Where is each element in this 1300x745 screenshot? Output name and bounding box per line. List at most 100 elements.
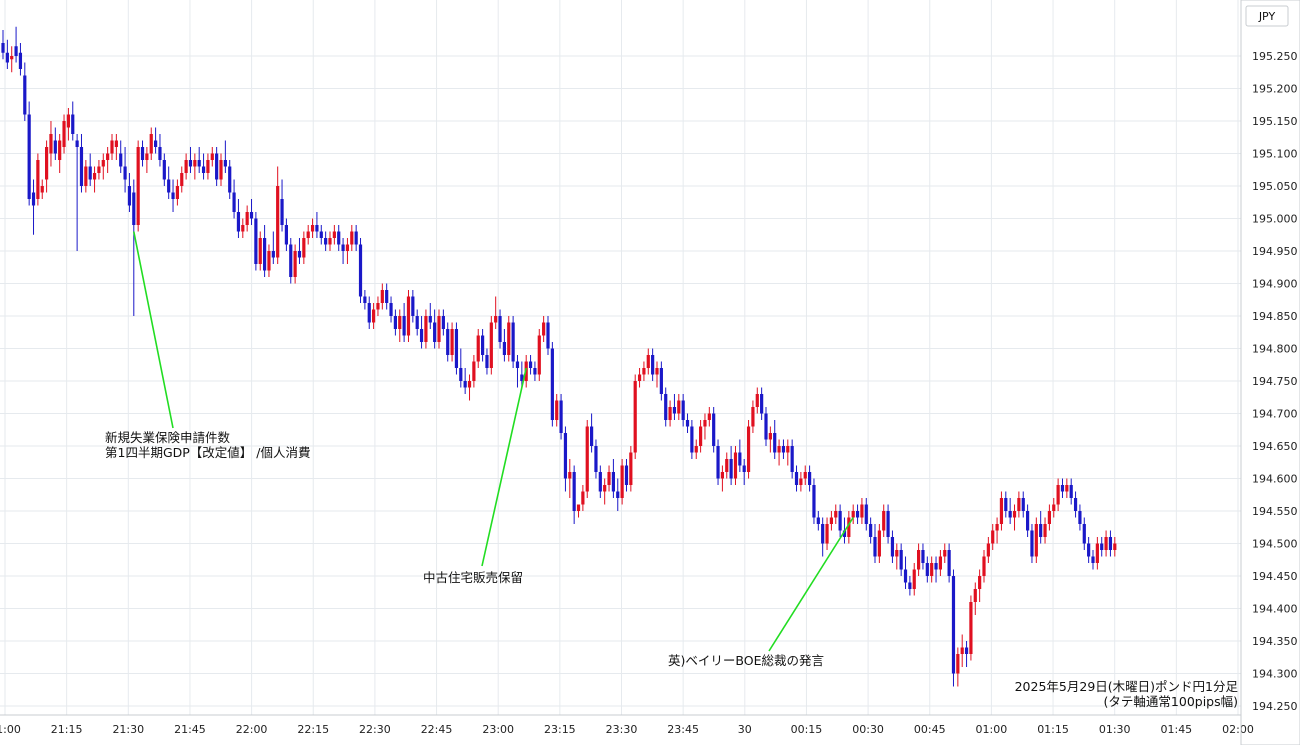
candle-body xyxy=(585,426,589,492)
candle xyxy=(389,296,393,323)
candle-body xyxy=(568,472,572,479)
candle-body xyxy=(132,192,136,225)
candle xyxy=(132,179,136,316)
candle-body xyxy=(223,160,227,167)
candle-body xyxy=(71,114,75,134)
candle xyxy=(114,134,118,160)
candle xyxy=(406,290,411,342)
candle-body xyxy=(537,335,541,375)
candle-body xyxy=(40,186,44,193)
candle xyxy=(297,238,302,264)
candle-body xyxy=(620,465,624,498)
candle-body xyxy=(576,504,581,511)
candle xyxy=(454,322,459,375)
candle xyxy=(337,225,341,251)
price-tick-label: 194.600 xyxy=(1252,473,1298,486)
price-tick-label: 194.450 xyxy=(1252,570,1298,583)
candle-body xyxy=(694,446,698,453)
candle xyxy=(136,140,140,232)
candle xyxy=(1008,498,1012,524)
candle-body xyxy=(406,296,411,336)
candle-body xyxy=(903,569,908,583)
candle-body xyxy=(947,550,951,576)
annotation-label: 中古住宅販売保留 xyxy=(423,570,523,585)
candle xyxy=(991,524,995,550)
candle-body xyxy=(376,303,380,310)
candle-body xyxy=(563,433,568,479)
candle-body xyxy=(938,556,942,570)
candle-body xyxy=(293,251,297,277)
candle xyxy=(1065,478,1069,498)
candle-body xyxy=(467,381,472,388)
annotation-pointer-line xyxy=(481,367,527,567)
candle xyxy=(646,348,650,375)
candle-body xyxy=(690,426,694,453)
candle xyxy=(943,543,947,563)
candle-body xyxy=(751,407,755,427)
candle-body xyxy=(119,153,123,167)
candle-body xyxy=(398,316,402,329)
candle xyxy=(62,114,66,154)
candle-body xyxy=(350,231,354,245)
candle xyxy=(293,244,297,284)
candle xyxy=(71,101,75,141)
candles xyxy=(1,26,1117,687)
candle-body xyxy=(162,160,166,180)
currency-badge xyxy=(1245,5,1289,27)
candle xyxy=(751,400,755,433)
candle-body xyxy=(1052,504,1056,511)
candle xyxy=(45,140,49,193)
candle-body xyxy=(790,446,794,472)
candle xyxy=(476,329,480,368)
candle xyxy=(528,355,533,375)
candle-body xyxy=(241,225,245,232)
candle-body xyxy=(123,166,127,180)
candle xyxy=(598,465,602,498)
candle-body xyxy=(729,459,733,479)
candle xyxy=(241,218,245,238)
candle xyxy=(481,329,485,362)
candle xyxy=(31,179,36,235)
candle-body xyxy=(659,368,663,394)
candle xyxy=(376,296,380,316)
candle xyxy=(851,504,855,524)
candle-body xyxy=(175,186,179,199)
candle xyxy=(559,394,563,440)
price-tick-label: 194.900 xyxy=(1252,278,1298,291)
candle-body xyxy=(188,160,193,167)
candle xyxy=(1104,530,1108,557)
candle-body xyxy=(668,407,672,420)
candle-body xyxy=(899,550,903,570)
candle-body xyxy=(794,472,799,485)
candle xyxy=(720,465,724,492)
candle-body xyxy=(851,511,855,518)
candle xyxy=(1113,537,1117,557)
price-tick-label: 194.550 xyxy=(1252,505,1298,518)
candle xyxy=(986,537,990,563)
candle xyxy=(201,153,206,180)
candle xyxy=(781,439,786,459)
candle xyxy=(912,563,916,596)
candle xyxy=(97,160,101,180)
candle xyxy=(908,576,912,596)
time-tick-label: 21:15 xyxy=(51,723,83,736)
candle xyxy=(79,134,84,193)
candle-body xyxy=(515,361,520,368)
candle xyxy=(302,231,306,264)
time-tick-label: 00:30 xyxy=(852,723,884,736)
candle xyxy=(419,316,424,349)
candle xyxy=(154,127,158,154)
candle-body xyxy=(494,316,498,323)
candle xyxy=(611,459,615,498)
candle-body xyxy=(764,413,768,440)
candle xyxy=(450,322,454,362)
candle xyxy=(193,153,197,180)
candle-body xyxy=(1021,498,1025,511)
candle xyxy=(546,316,550,355)
candle-body xyxy=(808,472,812,485)
candle-body xyxy=(149,134,153,154)
candle xyxy=(624,459,629,492)
candle-body xyxy=(886,511,890,537)
candle xyxy=(938,550,942,576)
candle xyxy=(690,420,694,459)
